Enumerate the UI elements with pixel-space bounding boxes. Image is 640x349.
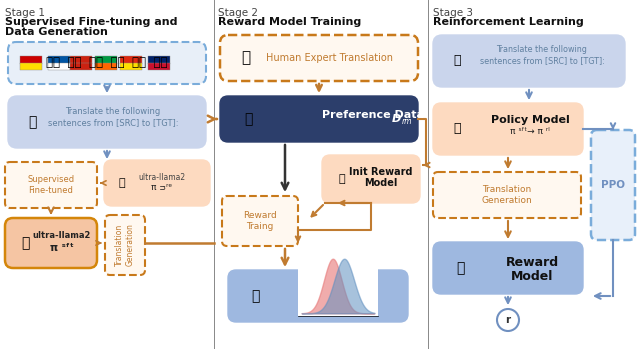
FancyBboxPatch shape: [433, 35, 625, 87]
FancyBboxPatch shape: [95, 63, 117, 70]
Text: 🇪🇸  🇫🇷  🇷🇺  🇦🇪  🇨🇳  🇬🇧: 🇪🇸 🇫🇷 🇷🇺 🇦🇪 🇨🇳 🇬🇧: [46, 57, 168, 69]
Text: Stage 1: Stage 1: [5, 8, 45, 18]
Text: Translate the following
sentences from [SRC] to [TGT]:: Translate the following sentences from […: [48, 107, 179, 127]
FancyBboxPatch shape: [228, 270, 408, 322]
Text: Reward Model Training: Reward Model Training: [218, 17, 361, 27]
FancyBboxPatch shape: [48, 56, 70, 64]
Text: Reward: Reward: [303, 284, 356, 297]
Text: Stage 2: Stage 2: [218, 8, 258, 18]
Text: Translate the following
sentences from [SRC] to [TGT]:: Translate the following sentences from […: [479, 45, 604, 65]
Text: Reward: Reward: [506, 257, 559, 269]
FancyBboxPatch shape: [5, 162, 97, 208]
FancyBboxPatch shape: [433, 103, 583, 155]
FancyBboxPatch shape: [8, 42, 206, 84]
Text: Model: Model: [364, 178, 397, 188]
Text: ultra-llama2: ultra-llama2: [33, 231, 91, 240]
Text: Supervised
Fine-tuned: Supervised Fine-tuned: [28, 175, 75, 195]
Text: Translation
Generation: Translation Generation: [115, 224, 134, 266]
FancyBboxPatch shape: [148, 56, 170, 64]
Text: Init Reward: Init Reward: [349, 167, 413, 177]
FancyBboxPatch shape: [148, 63, 170, 70]
FancyBboxPatch shape: [104, 160, 210, 206]
Text: Stage 3: Stage 3: [433, 8, 473, 18]
Text: Translation
Generation: Translation Generation: [482, 185, 532, 205]
Text: ultra-llama2: ultra-llama2: [138, 173, 186, 183]
Text: π ˢᶠᵗ: π ˢᶠᵗ: [50, 243, 74, 253]
Text: Supervised Fine-tuning and: Supervised Fine-tuning and: [5, 17, 177, 27]
Text: 📄: 📄: [244, 112, 252, 126]
FancyBboxPatch shape: [95, 56, 117, 64]
Circle shape: [497, 309, 519, 331]
Text: 🦙: 🦙: [251, 289, 259, 303]
FancyBboxPatch shape: [120, 56, 142, 64]
Text: π ˢᶠᵗ→ π ʳˡ: π ˢᶠᵗ→ π ʳˡ: [510, 127, 550, 136]
Text: rm: rm: [402, 117, 412, 126]
FancyBboxPatch shape: [70, 56, 92, 64]
FancyBboxPatch shape: [70, 63, 92, 70]
FancyBboxPatch shape: [105, 215, 145, 275]
Text: Reinforcement Learning: Reinforcement Learning: [433, 17, 584, 27]
Text: Human Expert Translation: Human Expert Translation: [266, 53, 394, 63]
FancyBboxPatch shape: [5, 218, 97, 268]
Text: Preference Data: Preference Data: [322, 110, 432, 120]
Text: 🦙: 🦙: [21, 236, 29, 250]
Text: 📖: 📖: [28, 115, 36, 129]
Text: 🦙: 🦙: [339, 174, 346, 184]
FancyBboxPatch shape: [20, 63, 42, 70]
FancyBboxPatch shape: [322, 155, 420, 203]
FancyBboxPatch shape: [591, 130, 635, 240]
Text: 🦙: 🦙: [453, 122, 461, 135]
Text: 🦙: 🦙: [456, 261, 464, 275]
Text: D: D: [392, 114, 401, 124]
FancyBboxPatch shape: [433, 242, 583, 294]
FancyBboxPatch shape: [48, 63, 70, 70]
FancyBboxPatch shape: [20, 56, 42, 64]
Text: 📖: 📖: [453, 54, 461, 67]
FancyBboxPatch shape: [8, 96, 206, 148]
Text: π ᴝʳᵉ: π ᴝʳᵉ: [152, 184, 173, 193]
FancyBboxPatch shape: [433, 172, 581, 218]
FancyBboxPatch shape: [120, 63, 142, 70]
Text: Reward
Traing: Reward Traing: [243, 211, 277, 231]
Text: PPO: PPO: [601, 180, 625, 190]
Text: Model: Model: [309, 297, 351, 311]
Text: r: r: [506, 315, 511, 325]
Text: Policy Model: Policy Model: [491, 115, 570, 125]
FancyBboxPatch shape: [222, 196, 298, 246]
FancyBboxPatch shape: [220, 35, 418, 81]
Text: Model: Model: [511, 269, 553, 282]
Text: 🦙: 🦙: [118, 178, 125, 188]
Text: 👩: 👩: [241, 51, 251, 66]
Text: Data Generation: Data Generation: [5, 27, 108, 37]
FancyBboxPatch shape: [220, 96, 418, 142]
